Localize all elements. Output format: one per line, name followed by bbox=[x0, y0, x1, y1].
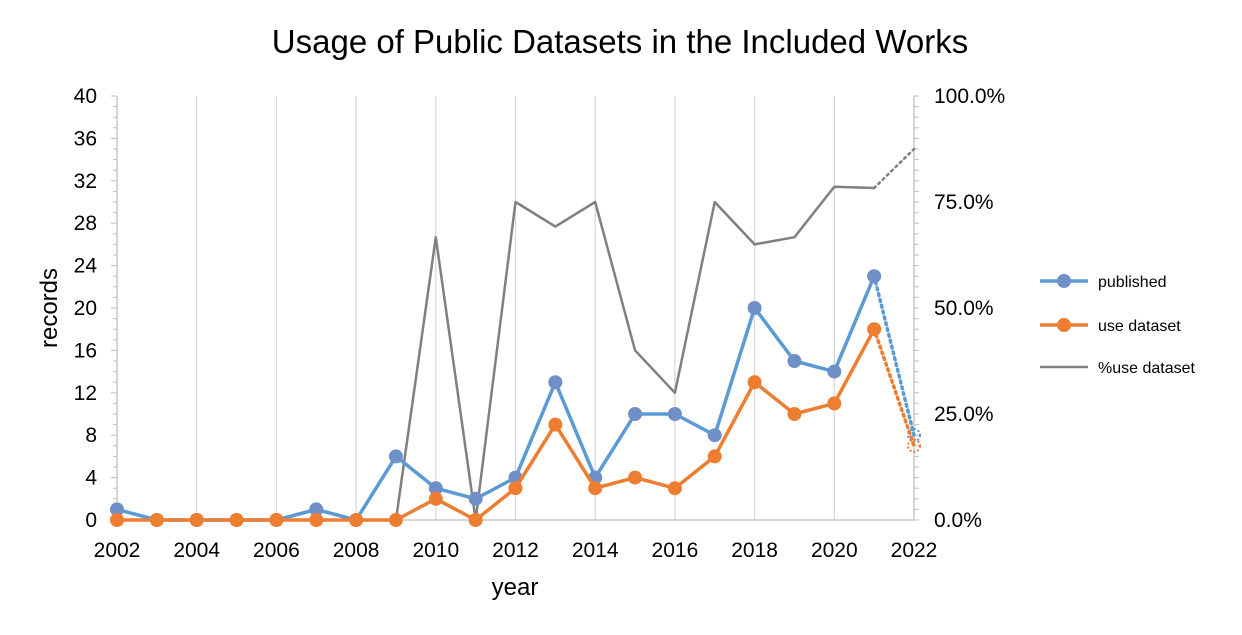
y2-tick-label: 100.0% bbox=[934, 85, 1005, 108]
y2-tick-label: 0.0% bbox=[934, 509, 982, 532]
data-point bbox=[548, 375, 563, 390]
y2-tick-labels: 0.0% 25.0% 50.0% 75.0% 100.0% bbox=[934, 85, 1005, 532]
y-tick-label: 4 bbox=[85, 467, 97, 490]
legend-swatch-marker bbox=[1057, 274, 1071, 288]
series-line bbox=[117, 185, 875, 522]
legend-item-published: published bbox=[1040, 274, 1167, 291]
y-tick-label: 16 bbox=[74, 339, 97, 362]
data-point bbox=[508, 481, 523, 496]
y-tick-label: 40 bbox=[74, 85, 97, 108]
x-tick-label: 2010 bbox=[412, 539, 459, 562]
data-point bbox=[388, 449, 403, 464]
y-tick-label: 24 bbox=[74, 255, 98, 278]
y-tick-label: 20 bbox=[74, 297, 97, 320]
x-tick-label: 2002 bbox=[94, 539, 141, 562]
legend-label: published bbox=[1098, 274, 1167, 291]
data-point bbox=[747, 301, 762, 315]
series-layer bbox=[110, 147, 921, 527]
x-tick-label: 2012 bbox=[492, 539, 539, 562]
data-point bbox=[827, 364, 842, 379]
data-point bbox=[747, 375, 762, 390]
y-tick-label: 36 bbox=[74, 127, 97, 150]
x-axis-label: year bbox=[492, 574, 539, 601]
series-forecast-line bbox=[872, 327, 916, 448]
legend-label: use dataset bbox=[1098, 318, 1181, 335]
x-tick-label: 2008 bbox=[333, 539, 380, 562]
data-point bbox=[867, 269, 882, 284]
data-point bbox=[588, 481, 603, 496]
legend-item-use-dataset: use dataset bbox=[1040, 318, 1181, 335]
x-tick-label: 2020 bbox=[811, 539, 858, 562]
series-line bbox=[116, 275, 876, 522]
forecast-point bbox=[907, 428, 921, 443]
data-point bbox=[628, 407, 643, 421]
y-tick-label: 0 bbox=[85, 509, 97, 532]
data-point bbox=[110, 502, 124, 517]
x-tick-label: 2018 bbox=[731, 539, 778, 562]
data-point bbox=[548, 417, 563, 432]
y2-tick-label: 25.0% bbox=[934, 403, 994, 426]
legend-item-use-dataset: %use dataset bbox=[1040, 360, 1196, 377]
series-forecast-line bbox=[872, 274, 916, 437]
x-tick-labels: 2002 2004 2006 2008 2010 2012 2014 2016 2018 2020… bbox=[94, 539, 938, 562]
y-tick-label: 32 bbox=[74, 170, 97, 193]
data-point bbox=[827, 396, 842, 411]
data-point bbox=[229, 513, 244, 527]
series-forecast-line bbox=[872, 147, 916, 190]
y-tick-labels: 0 4 8 12 16 20 24 28 32 36 40 bbox=[74, 85, 98, 532]
x-tick-label: 2022 bbox=[891, 539, 938, 562]
data-point bbox=[189, 513, 204, 527]
data-point bbox=[667, 481, 682, 496]
data-point bbox=[867, 322, 882, 337]
data-point bbox=[149, 513, 164, 527]
data-point bbox=[110, 513, 124, 527]
y-tick-label: 8 bbox=[85, 424, 97, 447]
data-point bbox=[707, 428, 722, 443]
x-tick-label: 2006 bbox=[253, 539, 300, 562]
series-use-dataset bbox=[110, 322, 921, 527]
legend: published use dataset %use dataset bbox=[1040, 274, 1196, 377]
data-point bbox=[309, 513, 324, 527]
x-tick-label: 2016 bbox=[652, 539, 699, 562]
data-point bbox=[628, 470, 643, 485]
data-point bbox=[349, 513, 364, 527]
data-point bbox=[707, 449, 722, 464]
gridlines bbox=[196, 96, 835, 520]
data-point bbox=[388, 513, 403, 527]
legend-label: %use dataset bbox=[1098, 360, 1196, 377]
data-point bbox=[269, 513, 284, 527]
data-point bbox=[309, 502, 324, 517]
chart-title: Usage of Public Datasets in the Included… bbox=[272, 23, 968, 60]
data-point bbox=[787, 354, 802, 368]
forecast-point bbox=[907, 438, 921, 453]
data-point bbox=[428, 481, 443, 496]
data-point bbox=[667, 407, 682, 421]
y-axis-label: records bbox=[36, 268, 63, 348]
y2-tick-label: 75.0% bbox=[934, 191, 994, 214]
data-point bbox=[428, 491, 443, 506]
x-tick-label: 2004 bbox=[173, 539, 220, 562]
data-point bbox=[468, 491, 483, 506]
x-tick-label: 2014 bbox=[572, 539, 619, 562]
legend-swatch-marker bbox=[1057, 318, 1071, 332]
data-point bbox=[787, 407, 802, 421]
y2-tick-label: 50.0% bbox=[934, 297, 994, 320]
y-tick-label: 12 bbox=[74, 382, 97, 405]
data-point bbox=[468, 513, 483, 527]
y-tick-label: 28 bbox=[74, 212, 97, 235]
